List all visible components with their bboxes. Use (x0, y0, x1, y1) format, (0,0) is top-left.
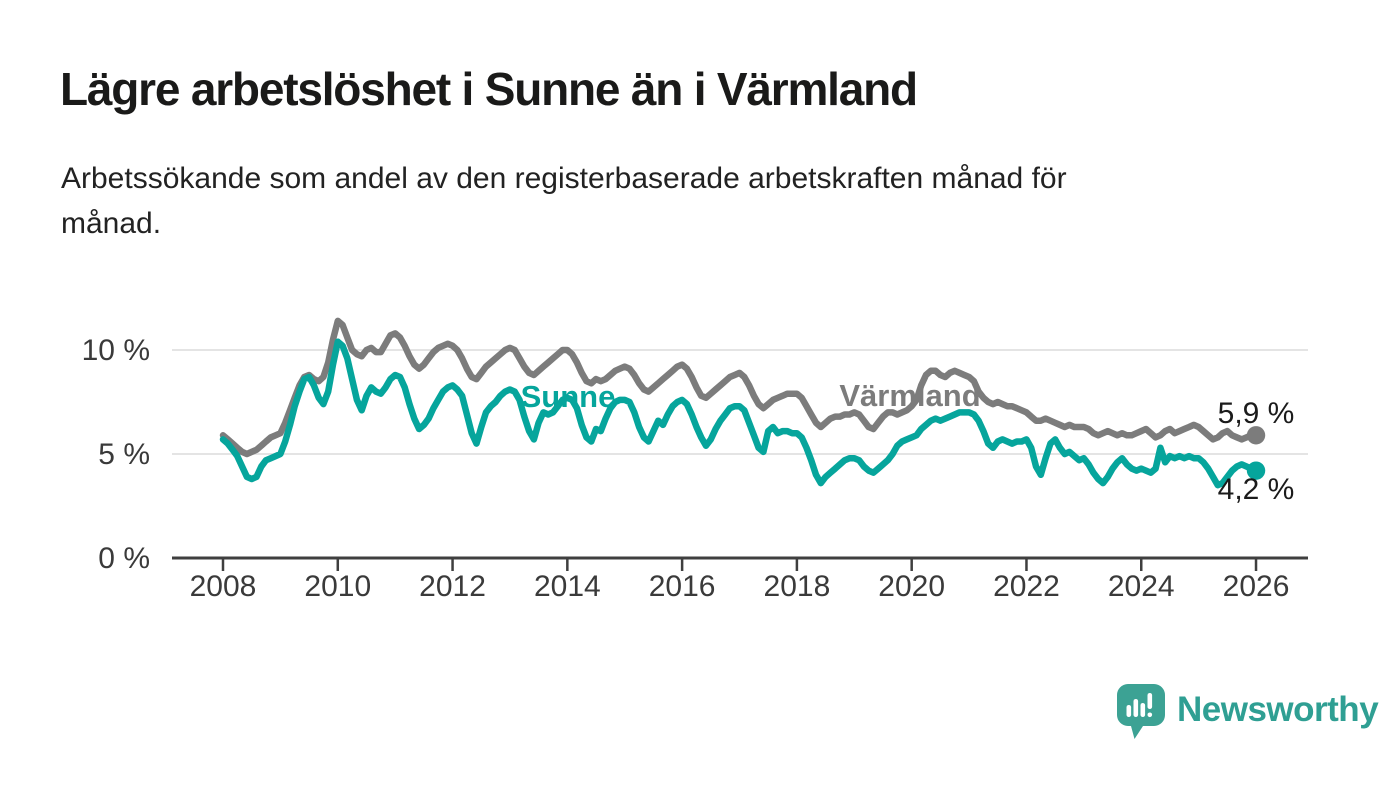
x-tick-label: 2026 (1223, 570, 1290, 603)
x-tick-label: 2010 (304, 570, 371, 603)
series-label-varmland: Värmland (839, 378, 981, 413)
end-value-varmland: 5,9 % (1217, 397, 1295, 430)
series-line-värmland (219, 317, 1260, 458)
x-tick-label: 2008 (190, 570, 257, 603)
x-tick-label: 2014 (534, 570, 601, 603)
end-dot-sunne (1246, 461, 1266, 480)
series-line-sunne (219, 338, 1260, 489)
page-title: Lägre arbetslöshet i Sunne än i Värmland (60, 63, 918, 115)
y-tick-label: 0 % (98, 542, 150, 575)
x-tick-label: 2020 (878, 570, 945, 603)
end-value-sunne: 4,2 % (1217, 473, 1295, 506)
chart-subtitle: Arbetssökande som andel av den registerb… (61, 156, 1067, 246)
series-label-sunne: Sunne (520, 379, 616, 414)
subtitle-line-2: månad. (61, 207, 162, 240)
x-tick-label: 2016 (649, 570, 716, 603)
end-dot-värmland (1246, 426, 1266, 445)
x-tick-label: 2024 (1108, 570, 1175, 603)
subtitle-line-1: Arbetssökande som andel av den registerb… (61, 162, 1067, 195)
y-tick-label: 10 % (82, 334, 150, 367)
x-tick-label: 2018 (764, 570, 831, 603)
x-tick-label: 2022 (993, 570, 1060, 603)
x-tick-label: 2012 (419, 570, 486, 603)
y-tick-label: 5 % (98, 438, 150, 471)
newsworthy-logo: Newsworthy (1117, 684, 1379, 740)
newsworthy-wordmark: Newsworthy (1177, 690, 1379, 729)
newsworthy-bubble-chart-icon (1117, 684, 1165, 739)
